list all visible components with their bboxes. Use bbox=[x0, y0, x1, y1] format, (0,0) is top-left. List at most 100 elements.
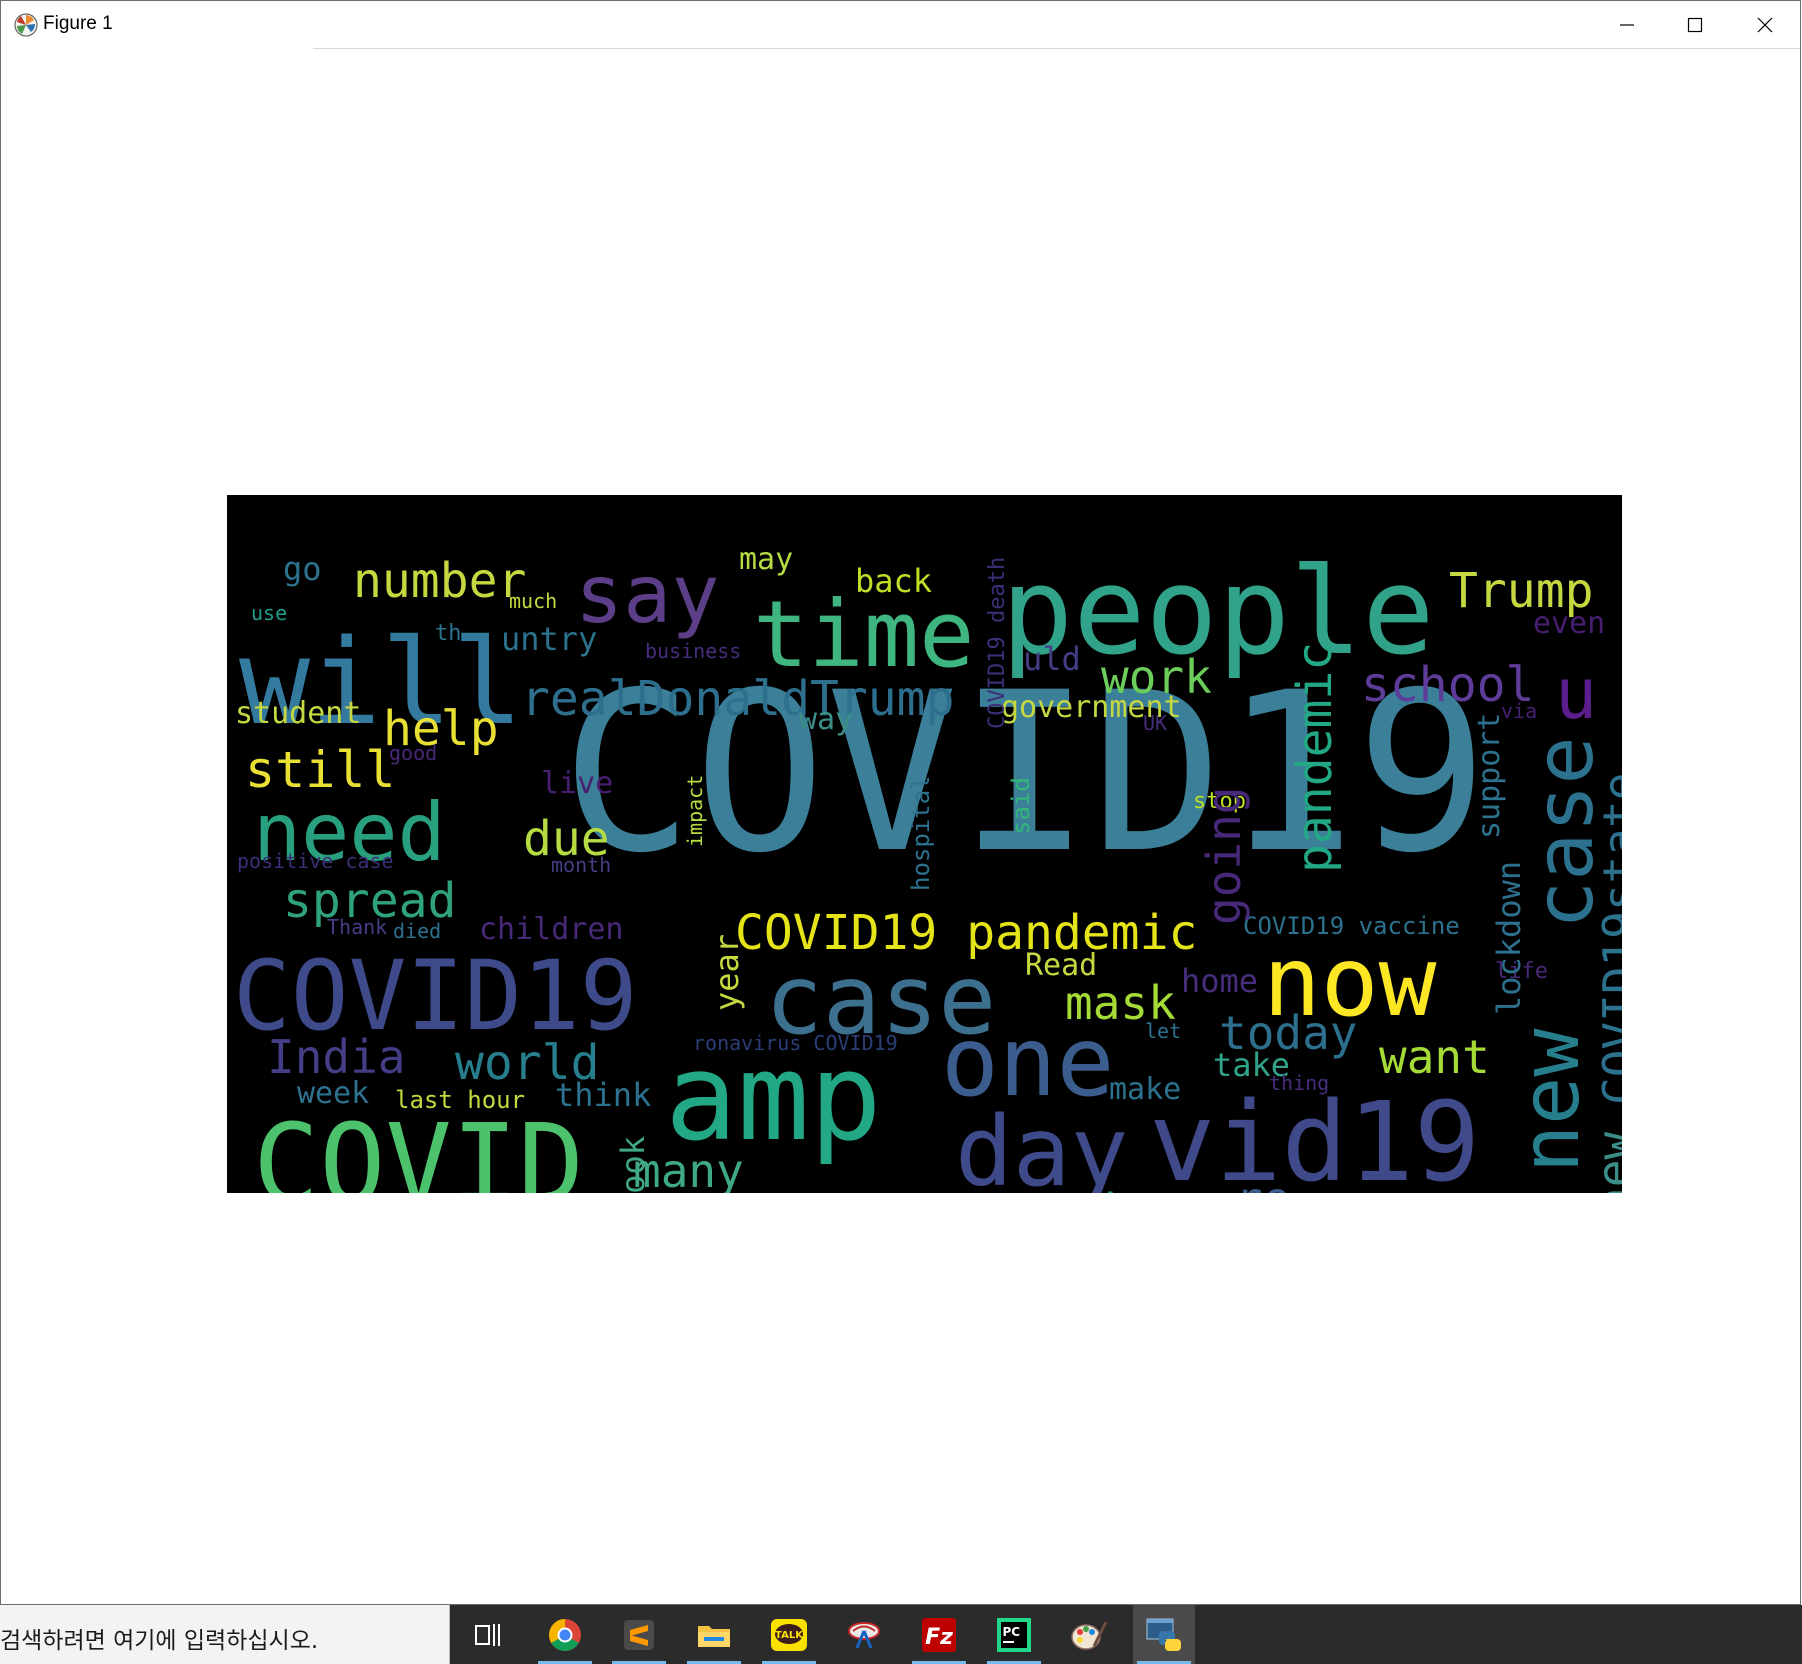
word-cloud-word: even bbox=[1533, 606, 1606, 641]
taskbar-pycharm[interactable]: PC bbox=[983, 1605, 1045, 1664]
word-cloud-word: impact bbox=[683, 774, 707, 847]
word-cloud-word: mask bbox=[1065, 976, 1176, 1031]
word-cloud-word: realDonaldTrump bbox=[521, 670, 955, 727]
word-cloud-word: think bbox=[555, 1076, 652, 1115]
maximize-icon bbox=[1687, 17, 1703, 33]
taskbar-python[interactable] bbox=[1133, 1605, 1195, 1664]
word-cloud-word: will bbox=[239, 612, 524, 751]
word-cloud-word: know bbox=[1103, 1188, 1214, 1193]
word-cloud-word: amp bbox=[665, 1029, 882, 1168]
running-indicator bbox=[612, 1661, 666, 1664]
pycharm-label: PC bbox=[1003, 1625, 1021, 1639]
word-cloud-word: number bbox=[353, 552, 527, 609]
taskbar-sublime-text[interactable] bbox=[608, 1605, 670, 1664]
close-button[interactable] bbox=[1731, 1, 1799, 49]
taskbar-paint[interactable] bbox=[1058, 1605, 1120, 1664]
snipping-tool-icon bbox=[848, 1621, 880, 1649]
word-cloud-word: u bbox=[1555, 653, 1598, 735]
taskbar-filezilla[interactable]: Fz bbox=[908, 1605, 970, 1664]
word-cloud-word: new bbox=[1587, 1131, 1622, 1193]
taskbar-file-explorer[interactable] bbox=[683, 1605, 745, 1664]
word-cloud-word: going bbox=[1197, 786, 1251, 925]
matplotlib-logo-icon bbox=[14, 13, 38, 37]
word-cloud-word: school bbox=[1361, 656, 1535, 713]
word-cloud-word: pandemic bbox=[1287, 641, 1343, 873]
python-icon bbox=[1146, 1618, 1181, 1651]
taskbar: 검색하려면 여기에 입력하십시오. bbox=[0, 1605, 1802, 1664]
paint-icon bbox=[1071, 1620, 1108, 1650]
taskbar-kakaotalk[interactable]: TALK bbox=[758, 1605, 820, 1664]
word-cloud-word: case bbox=[765, 944, 997, 1057]
word-cloud-word: COVID19 pandemic bbox=[735, 904, 1198, 961]
word-cloud-word: make bbox=[1109, 1072, 1182, 1107]
maximize-button[interactable] bbox=[1661, 1, 1729, 49]
close-icon bbox=[1757, 17, 1773, 33]
minimize-button[interactable] bbox=[1593, 1, 1661, 49]
word-cloud-word: world bbox=[455, 1034, 600, 1091]
word-cloud-word: back bbox=[855, 562, 933, 601]
word-cloud-word: go bbox=[283, 550, 322, 589]
word-cloud-image: COVID19 people will time say number Trump realD… bbox=[227, 495, 1622, 1193]
word-cloud-word: keep bbox=[1461, 1191, 1538, 1193]
word-cloud-word: look bbox=[614, 1135, 652, 1193]
task-view-icon bbox=[475, 1623, 500, 1646]
word-cloud-word: spread bbox=[283, 872, 457, 929]
running-indicator bbox=[762, 1661, 816, 1664]
word-cloud-word: hospital bbox=[907, 775, 935, 891]
word-cloud-word: uld bbox=[1023, 640, 1081, 679]
figure-canvas[interactable]: COVID19 people will time say number Trump realD… bbox=[1, 49, 1800, 1604]
word-cloud-word: help bbox=[383, 700, 499, 757]
word-cloud-word: still bbox=[245, 741, 396, 799]
toolbar-divider bbox=[313, 48, 1800, 49]
word-cloud-word: last hour bbox=[395, 1085, 526, 1114]
word-cloud-word: take bbox=[1213, 1046, 1291, 1085]
running-indicator bbox=[987, 1661, 1041, 1664]
word-cloud-word: want bbox=[1379, 1030, 1490, 1085]
word-cloud-word: COVID19state bbox=[1593, 772, 1622, 1105]
word-cloud-word: Trump bbox=[1449, 562, 1594, 619]
word-cloud-word: untry bbox=[501, 620, 598, 659]
word-cloud-word: year bbox=[708, 933, 746, 1011]
word-cloud-word: positive case bbox=[237, 849, 394, 873]
word-cloud-word: live bbox=[541, 766, 614, 801]
word-cloud-word: let bbox=[1145, 1019, 1182, 1043]
word-cloud-word: Read bbox=[1025, 948, 1098, 983]
word-cloud-word: viru bbox=[1333, 1190, 1444, 1193]
word-cloud-word: business bbox=[645, 639, 742, 663]
running-indicator bbox=[912, 1661, 966, 1664]
word-cloud-word: student bbox=[235, 696, 362, 731]
chrome-icon bbox=[549, 1618, 581, 1651]
window-title: Figure 1 bbox=[43, 13, 113, 34]
word-cloud-word: today bbox=[1219, 1006, 1358, 1061]
word-cloud-word: people bbox=[1001, 543, 1435, 682]
word-cloud-word: work bbox=[1101, 650, 1212, 705]
word-cloud-word: children bbox=[479, 912, 624, 947]
title-bar[interactable]: Figure 1 bbox=[1, 1, 1800, 49]
task-view-button[interactable] bbox=[458, 1605, 520, 1664]
word-cloud-word: need bbox=[253, 786, 446, 879]
search-box[interactable]: 검색하려면 여기에 입력하십시오. bbox=[0, 1605, 450, 1664]
word-cloud-word: day bbox=[955, 1096, 1129, 1193]
word-cloud-word: re bbox=[1235, 1176, 1290, 1193]
word-cloud-word: stop bbox=[1193, 789, 1246, 815]
file-explorer-icon bbox=[698, 1625, 730, 1647]
kakaotalk-label: TALK bbox=[775, 1630, 804, 1641]
word-cloud-word: via bbox=[1501, 699, 1538, 723]
word-cloud-word: way bbox=[799, 702, 854, 737]
word-cloud-word: vid19 bbox=[1149, 1078, 1481, 1193]
running-indicator bbox=[538, 1661, 592, 1664]
word-cloud-word: due bbox=[523, 810, 610, 867]
running-indicator bbox=[687, 1661, 741, 1664]
word-cloud-word: th bbox=[435, 621, 462, 647]
figure-window: Figure 1 COVID19 people will time say number T… bbox=[0, 0, 1801, 1605]
word-cloud-word: home bbox=[1181, 962, 1259, 1001]
taskbar-snipping-tool[interactable] bbox=[833, 1605, 895, 1664]
search-placeholder: 검색하려면 여기에 입력하십시오. bbox=[0, 1628, 319, 1654]
taskbar-chrome[interactable] bbox=[534, 1605, 596, 1664]
word-cloud-word: time bbox=[753, 581, 975, 689]
minimize-icon bbox=[1620, 24, 1634, 26]
word-cloud-word: much bbox=[509, 589, 558, 613]
word-cloud-word: use bbox=[251, 601, 288, 625]
sublime-text-icon bbox=[624, 1619, 654, 1650]
word-cloud-word: week bbox=[297, 1076, 370, 1111]
